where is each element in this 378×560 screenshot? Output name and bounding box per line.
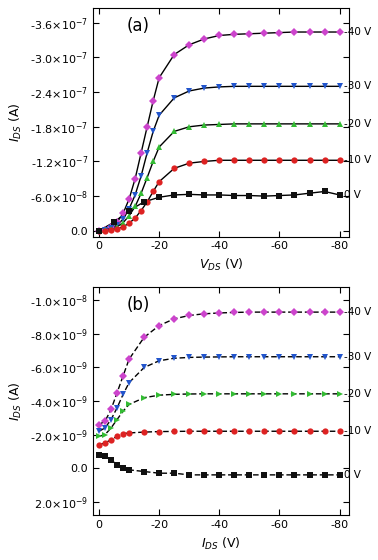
Text: -40 V: -40 V [344,27,371,37]
Text: -30 V: -30 V [344,81,371,91]
Text: 0 V: 0 V [344,190,361,200]
Text: -30 V: -30 V [344,352,371,362]
X-axis label: $V_{DS}$ (V): $V_{DS}$ (V) [198,257,243,273]
Text: -10 V: -10 V [344,155,371,165]
Text: -20 V: -20 V [344,389,371,399]
Text: -10 V: -10 V [344,426,371,436]
X-axis label: $I_{DS}$ (V): $I_{DS}$ (V) [201,535,240,552]
Text: -20 V: -20 V [344,119,371,129]
Text: 0 V: 0 V [344,470,361,480]
Text: (a): (a) [126,17,149,35]
Y-axis label: $I_{DS}$ (A): $I_{DS}$ (A) [8,381,25,421]
Text: -40 V: -40 V [344,307,371,317]
Text: (b): (b) [126,296,150,314]
Y-axis label: $I_{DS}$ (A): $I_{DS}$ (A) [8,102,25,142]
